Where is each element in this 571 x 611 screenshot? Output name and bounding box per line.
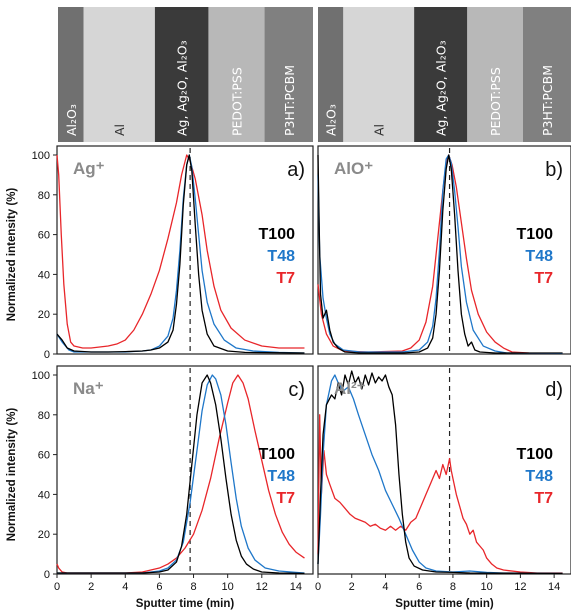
layer-strip-1: Al₂O₃ Al Ag, Ag₂O, Al₂O₃ PEDOT:PSS P3HT:PCBM: [58, 7, 313, 142]
panel-letter: b): [545, 159, 563, 181]
x-tick-label: 2: [349, 581, 355, 593]
x-tick-label: 8: [190, 581, 196, 593]
y-axis-label: Normalized intensity (%): [6, 188, 18, 322]
layer-block: [318, 7, 344, 142]
ion-label: Na⁺: [73, 379, 104, 398]
panel-letter: c): [288, 379, 305, 401]
x-axis-label: Sputter time (min): [136, 598, 235, 610]
layer-label: Ag, Ag₂O, Al₂O₃: [434, 40, 449, 136]
chart-panel-b: AlO⁺ b) T100 T48 T7: [317, 145, 571, 355]
layer-label: PEDOT:PSS: [230, 67, 245, 136]
layer-strip-2: Al₂O₃ Al Ag, Ag₂O, Al₂O₃ PEDOT:PSS P3HT:PCBM: [318, 7, 571, 142]
y-axis-label: Normalized intensity (%): [6, 408, 18, 542]
legend-entry-t7: T7: [534, 270, 553, 287]
layer-block: [414, 7, 468, 142]
layer-block: [467, 7, 523, 142]
x-tick-label: 14: [548, 581, 560, 593]
legend-entry-t100: T100: [259, 226, 296, 243]
x-tick-label: 6: [416, 581, 422, 593]
layer-label: Al₂O₃: [64, 104, 79, 136]
series-line-t7: [56, 154, 305, 349]
legend-entry-t48: T48: [525, 468, 553, 485]
y-tick-label: 0: [44, 569, 50, 581]
legend-entry-t100: T100: [259, 446, 296, 463]
legend-entry-t48: T48: [525, 248, 553, 265]
panel-frame: [317, 145, 571, 355]
layer-strips: Al₂O₃ Al Ag, Ag₂O, Al₂O₃ PEDOT:PSS P3HT:PCBM…: [58, 7, 571, 142]
y-tick-label: 80: [38, 410, 50, 422]
chart-panel-a: 0 20 40 60 80 100 Normalized intensity (%) Ag⁺ a…: [6, 145, 314, 361]
ion-label: Ag⁺: [73, 159, 105, 178]
series-line-t100: [56, 154, 305, 354]
panel-frame: [317, 365, 571, 575]
layer-block: [83, 7, 155, 142]
x-tick-label: 12: [256, 581, 268, 593]
y-tick-label: 100: [32, 150, 50, 162]
x-tick-label: 0: [315, 581, 321, 593]
ion-label: Al²⁺: [334, 379, 366, 398]
layer-label: P3HT:PCBM: [282, 65, 297, 136]
series-line-t100: [57, 374, 305, 575]
y-tick-label: 20: [38, 529, 50, 541]
layer-label: Ag, Ag₂O, Al₂O₃: [175, 40, 190, 136]
x-tick-label: 6: [156, 581, 162, 593]
panel-letter: d): [545, 379, 563, 401]
y-tick-label: 20: [38, 309, 50, 321]
x-tick-label: 10: [481, 581, 493, 593]
y-tick-label: 40: [38, 269, 50, 281]
chart-panel-d: 0 2 4 6 8 10 12 14 Sputter time (min) Al²⁺ d) T100 T…: [315, 365, 571, 610]
y-tick-label: 60: [38, 230, 50, 242]
x-tick-label: 4: [382, 581, 388, 593]
panel-frame: [56, 365, 314, 575]
x-tick-label: 2: [88, 581, 94, 593]
legend-entry-t48: T48: [267, 248, 295, 265]
series-line-t100: [317, 370, 563, 575]
layer-block: [154, 7, 209, 142]
ion-label: AlO⁺: [334, 159, 373, 178]
panel-frame: [56, 145, 314, 355]
legend-entry-t7: T7: [534, 490, 553, 507]
series-line-t48: [57, 374, 305, 574]
layer-label: P3HT:PCBM: [540, 65, 555, 136]
legend-entry-t100: T100: [517, 446, 554, 463]
chart-panel-c: 0 20 40 60 80 100 0 2 4 6 8 10 12 14 Sputter time (min…: [6, 365, 314, 610]
y-tick-label: 100: [32, 370, 50, 382]
series-line-t7: [317, 414, 563, 574]
y-tick-label: 60: [38, 450, 50, 462]
x-tick-label: 4: [122, 581, 128, 593]
x-axis-label: Sputter time (min): [395, 598, 494, 610]
x-tick-label: 0: [54, 581, 60, 593]
layer-label: Al: [112, 124, 127, 136]
legend-entry-t7: T7: [276, 490, 295, 507]
layer-block: [208, 7, 265, 142]
y-tick-label: 40: [38, 489, 50, 501]
series-line-t100: [317, 154, 563, 354]
layer-label: PEDOT:PSS: [488, 67, 503, 136]
x-tick-label: 8: [450, 581, 456, 593]
x-tick-label: 10: [222, 581, 234, 593]
layer-block: [343, 7, 415, 142]
legend-entry-t7: T7: [276, 270, 295, 287]
y-tick-label: 0: [44, 349, 50, 361]
layer-block: [264, 7, 313, 142]
layer-label: Al: [372, 124, 387, 136]
x-tick-label: 14: [290, 581, 302, 593]
x-tick-label: 12: [514, 581, 526, 593]
layer-block: [58, 7, 84, 142]
y-tick-label: 80: [38, 190, 50, 202]
layer-label: Al₂O₃: [324, 104, 339, 136]
layer-block: [522, 7, 571, 142]
panel-letter: a): [287, 159, 305, 181]
legend-entry-t100: T100: [517, 226, 554, 243]
legend-entry-t48: T48: [267, 468, 295, 485]
